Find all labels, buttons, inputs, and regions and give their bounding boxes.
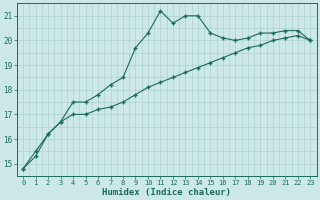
X-axis label: Humidex (Indice chaleur): Humidex (Indice chaleur): [102, 188, 231, 197]
